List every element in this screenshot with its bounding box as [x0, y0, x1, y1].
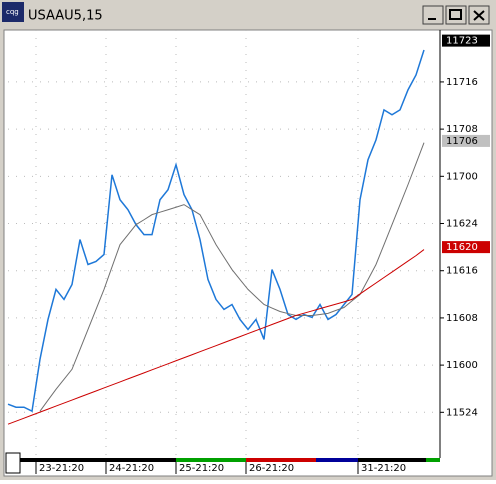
close-button[interactable] [468, 5, 490, 25]
price-marker-label: 11723 [446, 36, 478, 47]
app-icon [2, 2, 24, 22]
session-bar [246, 458, 316, 462]
x-tick-label: 24-21:20 [109, 463, 154, 474]
y-tick-label: 11700 [446, 171, 478, 182]
icon-glyph: cqg [6, 8, 19, 16]
price-marker-label: 11620 [446, 242, 478, 253]
scroll-box[interactable] [5, 452, 21, 474]
chart-area [3, 29, 493, 477]
price-marker-label: 11706 [446, 136, 478, 147]
minimize-button[interactable] [422, 5, 444, 25]
y-tick-label: 11616 [446, 266, 478, 277]
price-marker [442, 34, 490, 47]
x-tick-label: 31-21:20 [361, 463, 406, 474]
y-tick-label: 11524 [446, 407, 478, 418]
y-tick-label: 11600 [446, 360, 478, 371]
session-bar [426, 458, 440, 462]
x-tick-label: 26-21:20 [249, 463, 294, 474]
session-bar [176, 458, 246, 462]
y-tick-label: 11608 [446, 313, 478, 324]
y-tick-label: 11716 [446, 77, 478, 88]
price-marker [442, 134, 490, 147]
window-title: USAAU5,15 [28, 9, 103, 24]
x-tick-label: 23-21:20 [39, 463, 84, 474]
x-tick-label: 25-21:20 [179, 463, 224, 474]
y-tick-label: 11624 [446, 219, 478, 230]
series-line [7, 249, 425, 425]
series-line [7, 49, 425, 413]
maximize-button[interactable] [445, 5, 467, 25]
price-marker [442, 241, 490, 254]
session-bar [316, 458, 358, 462]
y-tick-label: 11708 [446, 124, 478, 135]
